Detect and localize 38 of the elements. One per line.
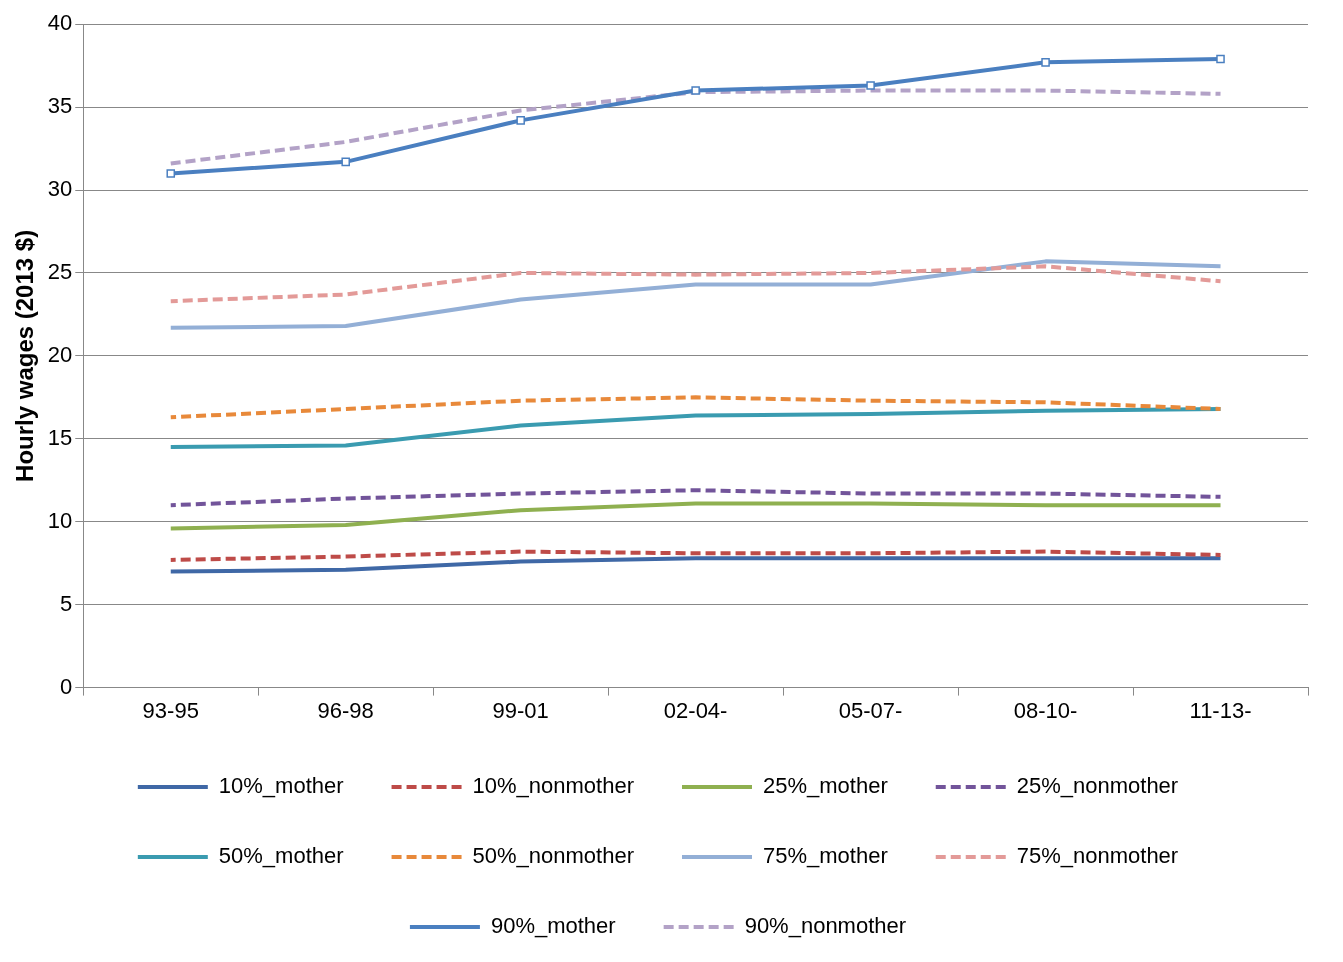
- point: [516, 116, 525, 125]
- point: [1041, 58, 1050, 67]
- line-series: [168, 395, 1223, 420]
- line-series: [168, 488, 1223, 508]
- legend-label: 50%_nonmother: [472, 843, 635, 869]
- y-tick-label: 15: [47, 424, 73, 450]
- legend-label: 90%_nonmother: [744, 913, 907, 939]
- x-tick-label: 93-95: [142, 697, 199, 723]
- line-series: [168, 549, 1223, 562]
- x-tick-label: 96-98: [317, 697, 374, 723]
- point: [166, 169, 176, 178]
- legend-label: 50%_mother: [218, 843, 344, 869]
- y-tick-label: 40: [47, 10, 73, 36]
- legend-label: 10%_nonmother: [472, 773, 635, 799]
- y-tick-label: 0: [60, 673, 73, 699]
- y-tick-label: 35: [47, 93, 73, 119]
- x-tick-label: 11-13-: [1189, 697, 1252, 723]
- point: [341, 157, 350, 167]
- point: [866, 81, 875, 90]
- y-tick-label: 25: [47, 259, 73, 285]
- y-tick-label: 10: [47, 507, 73, 533]
- x-tick-label: 08-10-: [1013, 697, 1078, 723]
- point: [1216, 54, 1225, 64]
- legend-label: 75%_nonmother: [1016, 843, 1179, 869]
- x-tick-label: 05-07-: [838, 697, 903, 723]
- legend-label: 25%_nonmother: [1016, 773, 1179, 799]
- legend-label: 75%_mother: [763, 843, 888, 869]
- x-tick-label: 99-01: [492, 697, 549, 723]
- y-tick-label: 20: [47, 341, 73, 367]
- legend-label: 90%_mother: [490, 913, 616, 939]
- x-tick-label: 02-04-: [663, 697, 728, 723]
- y-tick-label: 5: [60, 590, 73, 616]
- legend-label: 10%_mother: [218, 773, 344, 799]
- line-series: [168, 264, 1223, 304]
- y-axis-title: Hourly wages (2013 $): [11, 229, 39, 482]
- point: [691, 86, 700, 95]
- legend-label: 25%_mother: [763, 773, 888, 799]
- y-tick-label: 30: [47, 176, 73, 202]
